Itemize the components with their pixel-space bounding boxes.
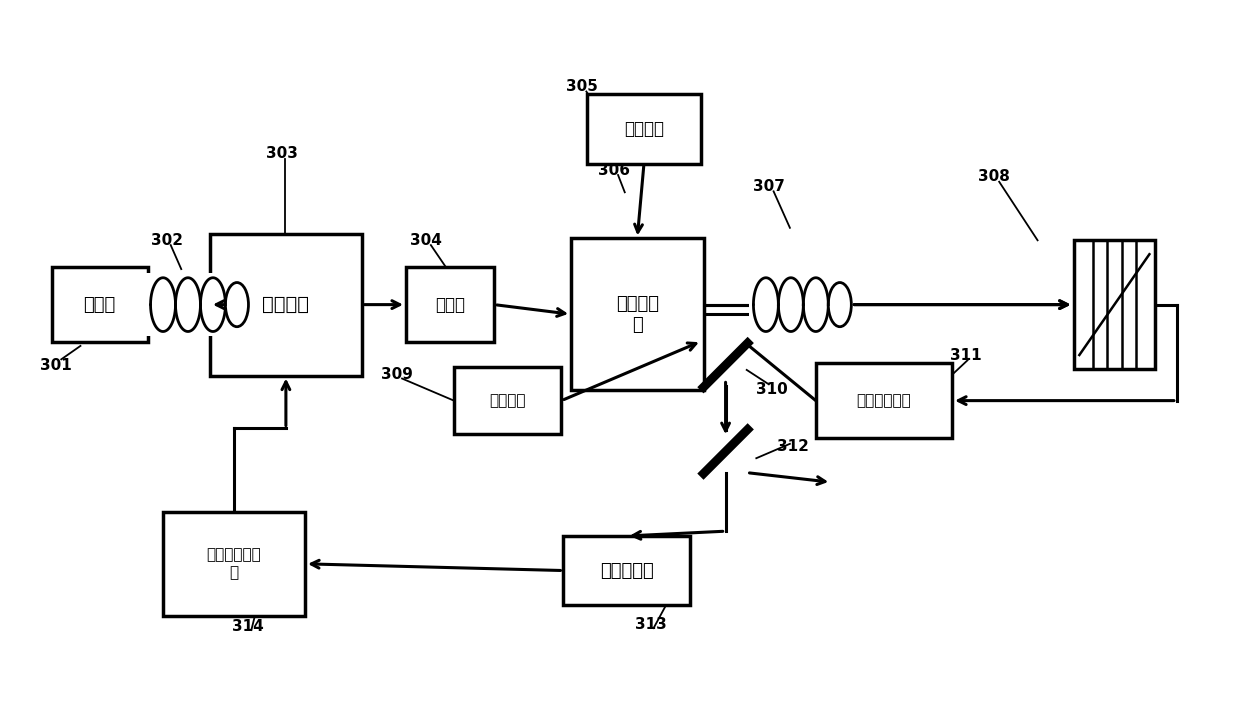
FancyBboxPatch shape <box>453 367 561 434</box>
Text: 302: 302 <box>151 233 183 248</box>
Text: 移频系统: 移频系统 <box>263 295 310 314</box>
FancyBboxPatch shape <box>52 267 147 342</box>
Text: 313: 313 <box>634 617 667 632</box>
Ellipse shape <box>225 283 249 327</box>
FancyBboxPatch shape <box>815 363 952 438</box>
Polygon shape <box>699 338 752 392</box>
Text: 激光源: 激光源 <box>83 296 115 313</box>
FancyBboxPatch shape <box>571 238 704 390</box>
FancyBboxPatch shape <box>587 94 700 164</box>
Text: 隔离器: 隔离器 <box>435 296 465 313</box>
Text: 309: 309 <box>382 367 413 382</box>
Text: 光电转换器: 光电转换器 <box>600 561 654 580</box>
Text: 泵浦光源: 泵浦光源 <box>489 393 525 408</box>
FancyBboxPatch shape <box>1073 240 1155 369</box>
FancyBboxPatch shape <box>146 273 230 336</box>
Ellipse shape <box>829 283 851 327</box>
Text: 泵浦光源: 泵浦光源 <box>624 120 664 138</box>
FancyBboxPatch shape <box>406 267 494 342</box>
Text: 激光增益介质: 激光增益介质 <box>856 393 912 408</box>
Text: 307: 307 <box>753 179 784 194</box>
Text: 304: 304 <box>410 233 442 248</box>
FancyBboxPatch shape <box>211 233 362 376</box>
FancyBboxPatch shape <box>164 512 305 615</box>
Text: 311: 311 <box>950 348 981 363</box>
Text: 303: 303 <box>266 146 299 161</box>
Text: 308: 308 <box>979 169 1010 184</box>
Text: 312: 312 <box>777 439 809 454</box>
Text: 301: 301 <box>40 358 72 373</box>
FancyBboxPatch shape <box>564 536 690 605</box>
Text: 电子分析控制
器: 电子分析控制 器 <box>207 548 261 580</box>
Polygon shape <box>699 425 752 478</box>
Text: 泵浦合束
器: 泵浦合束 器 <box>616 295 659 333</box>
Text: 314: 314 <box>232 619 264 634</box>
Text: 310: 310 <box>756 381 788 396</box>
Text: 305: 305 <box>566 79 597 94</box>
Text: 306: 306 <box>598 163 631 178</box>
FancyBboxPatch shape <box>748 273 833 336</box>
